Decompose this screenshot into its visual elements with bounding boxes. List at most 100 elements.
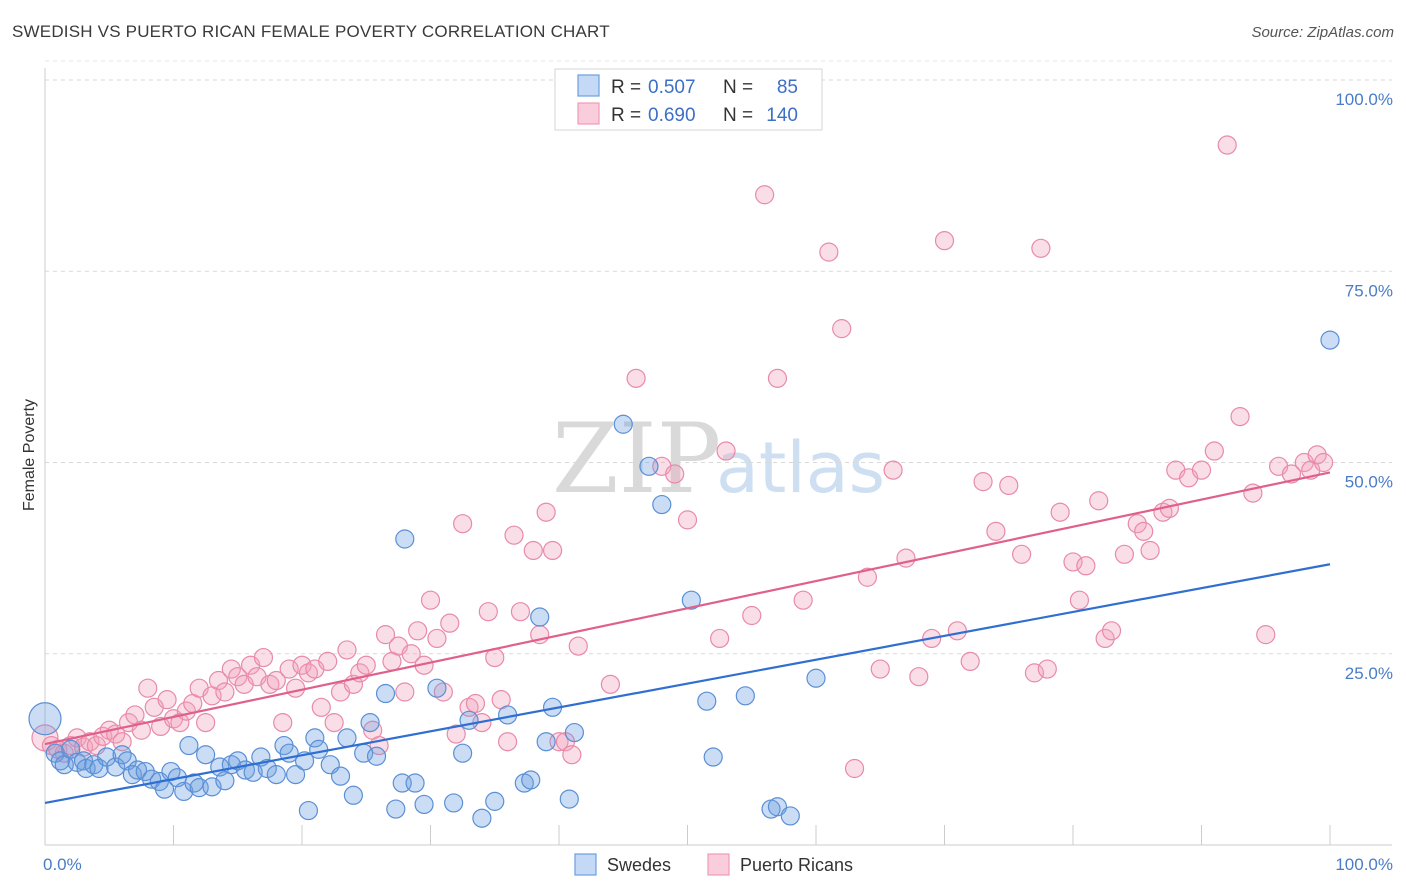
point-puerto-ricans bbox=[665, 464, 685, 484]
point-swedes bbox=[1320, 330, 1340, 350]
x-tick-label: 100.0% bbox=[1335, 855, 1393, 874]
point-puerto-ricans bbox=[131, 720, 151, 740]
point-puerto-ricans bbox=[318, 651, 338, 672]
point-puerto-ricans bbox=[196, 712, 216, 733]
point-swedes bbox=[521, 770, 541, 790]
legend-r-label: R = bbox=[611, 77, 641, 98]
point-swedes bbox=[73, 751, 94, 771]
point-puerto-ricans bbox=[677, 510, 698, 530]
point-puerto-ricans bbox=[1307, 445, 1327, 465]
point-swedes bbox=[366, 746, 387, 766]
point-swedes bbox=[266, 765, 286, 785]
point-swedes bbox=[444, 793, 464, 813]
point-puerto-ricans bbox=[427, 628, 447, 649]
point-swedes bbox=[472, 808, 492, 828]
point-puerto-ricans bbox=[973, 472, 993, 492]
point-puerto-ricans bbox=[356, 655, 376, 675]
y-tick-label: 75.0% bbox=[1345, 281, 1393, 300]
point-swedes bbox=[135, 761, 155, 782]
point-puerto-ricans bbox=[170, 712, 190, 733]
point-swedes bbox=[28, 702, 62, 736]
point-swedes bbox=[127, 760, 148, 780]
point-puerto-ricans bbox=[510, 602, 531, 622]
chart-source: Source: ZipAtlas.com bbox=[1251, 24, 1394, 41]
point-swedes bbox=[652, 494, 672, 515]
point-puerto-ricans bbox=[446, 724, 466, 744]
watermark: ZIP atlas bbox=[552, 403, 885, 515]
chart-title: SWEDISH VS PUERTO RICAN FEMALE POVERTY C… bbox=[12, 22, 610, 41]
point-swedes bbox=[639, 456, 659, 476]
point-puerto-ricans bbox=[960, 651, 980, 672]
point-puerto-ricans bbox=[221, 659, 241, 679]
point-puerto-ricans bbox=[1095, 628, 1115, 649]
point-swedes bbox=[703, 747, 723, 767]
bottom-legend-swatch-swedes bbox=[574, 853, 597, 876]
point-puerto-ricans bbox=[832, 319, 852, 339]
point-swedes bbox=[330, 766, 351, 786]
series-swedes bbox=[28, 330, 1340, 828]
point-puerto-ricans bbox=[1037, 659, 1057, 679]
bottom-legend: Swedes Puerto Ricans bbox=[574, 853, 853, 876]
point-puerto-ricans bbox=[883, 460, 903, 480]
legend-n-label: N = bbox=[723, 105, 753, 126]
point-puerto-ricans bbox=[536, 502, 556, 522]
point-puerto-ricans bbox=[568, 636, 588, 656]
point-puerto-ricans bbox=[228, 667, 248, 687]
point-swedes bbox=[395, 529, 415, 549]
point-puerto-ricans bbox=[420, 590, 441, 610]
point-swedes bbox=[530, 607, 550, 627]
y-axis-label: Female Poverty bbox=[21, 399, 38, 511]
legend-swatch bbox=[577, 74, 600, 97]
bottom-legend-swatch-puerto-ricans bbox=[707, 853, 730, 876]
point-swedes bbox=[106, 757, 126, 777]
point-puerto-ricans bbox=[793, 590, 813, 610]
x-tick-label: 0.0% bbox=[43, 855, 82, 874]
point-puerto-ricans bbox=[1256, 625, 1276, 645]
point-puerto-ricans bbox=[1069, 590, 1090, 610]
point-swedes bbox=[343, 785, 363, 805]
point-puerto-ricans bbox=[1031, 238, 1051, 258]
point-puerto-ricans bbox=[112, 732, 132, 752]
axes bbox=[44, 68, 1392, 846]
point-puerto-ricans bbox=[498, 732, 518, 752]
point-swedes bbox=[459, 710, 479, 730]
point-swedes bbox=[112, 745, 132, 765]
point-puerto-ricans bbox=[857, 567, 878, 587]
point-swedes bbox=[405, 773, 425, 793]
point-swedes bbox=[697, 691, 717, 711]
gridlines bbox=[45, 60, 1392, 655]
legend-swatch bbox=[577, 102, 600, 125]
point-puerto-ricans bbox=[215, 682, 235, 702]
point-swedes bbox=[780, 806, 800, 826]
point-puerto-ricans bbox=[1127, 514, 1147, 534]
point-puerto-ricans bbox=[999, 475, 1019, 496]
point-puerto-ricans bbox=[1076, 556, 1096, 576]
point-puerto-ricans bbox=[395, 682, 415, 702]
series-puerto-ricans bbox=[31, 135, 1334, 779]
point-puerto-ricans bbox=[742, 605, 762, 626]
point-swedes bbox=[414, 794, 434, 815]
point-puerto-ricans bbox=[273, 712, 293, 733]
point-swedes bbox=[89, 758, 109, 779]
point-swedes bbox=[536, 732, 556, 752]
point-puerto-ricans bbox=[1281, 464, 1302, 484]
point-puerto-ricans bbox=[1230, 407, 1250, 427]
point-puerto-ricans bbox=[311, 697, 331, 717]
point-swedes bbox=[453, 743, 473, 763]
legend-n-value: 85 bbox=[777, 77, 798, 98]
point-swedes bbox=[309, 739, 329, 759]
point-puerto-ricans bbox=[504, 525, 524, 545]
trend-line-swedes bbox=[44, 563, 1331, 805]
x-tick-labels: 0.0% 100.0% bbox=[43, 855, 1393, 874]
point-swedes bbox=[375, 683, 396, 704]
point-puerto-ricans bbox=[542, 540, 563, 561]
point-swedes bbox=[360, 712, 380, 733]
legend-n-value: 140 bbox=[766, 105, 798, 126]
point-puerto-ricans bbox=[440, 613, 460, 633]
point-puerto-ricans bbox=[819, 242, 839, 262]
legend-r-value: 0.507 bbox=[648, 77, 696, 98]
point-puerto-ricans bbox=[562, 745, 582, 765]
point-puerto-ricans bbox=[337, 640, 357, 660]
watermark-atlas: atlas bbox=[716, 427, 885, 509]
point-swedes bbox=[559, 789, 579, 809]
